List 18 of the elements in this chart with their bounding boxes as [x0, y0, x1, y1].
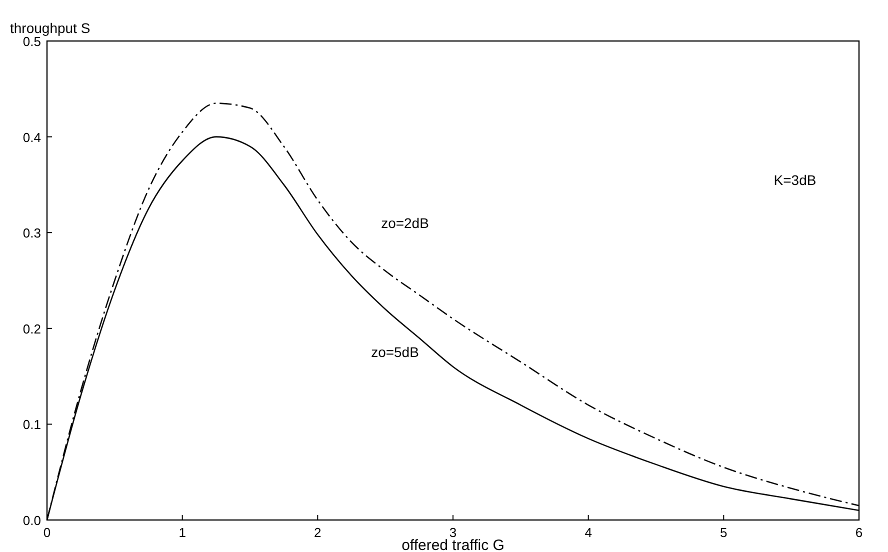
y-tick-label: 0.3 [22, 226, 41, 241]
x-axis-title: offered traffic G [402, 537, 504, 552]
x-tick-label: 2 [314, 525, 322, 540]
x-tick-label: 1 [178, 525, 186, 540]
x-tick-label: 6 [855, 525, 863, 540]
y-tick-label: 0.1 [22, 417, 41, 432]
annotation: zo=5dB [371, 344, 419, 360]
x-tick-label: 0 [43, 525, 51, 540]
x-tick-label: 3 [449, 525, 457, 540]
y-tick-label: 0.2 [22, 321, 41, 336]
y-tick-label: 0.5 [22, 34, 41, 49]
y-axis-title: throughput S [10, 20, 90, 36]
annotation: K=3dB [774, 172, 816, 188]
y-tick-label: 0.0 [22, 513, 41, 528]
y-tick-label: 0.4 [22, 130, 41, 145]
x-tick-label: 4 [584, 525, 592, 540]
x-tick-label: 5 [720, 525, 728, 540]
annotation: zo=2dB [381, 215, 429, 231]
